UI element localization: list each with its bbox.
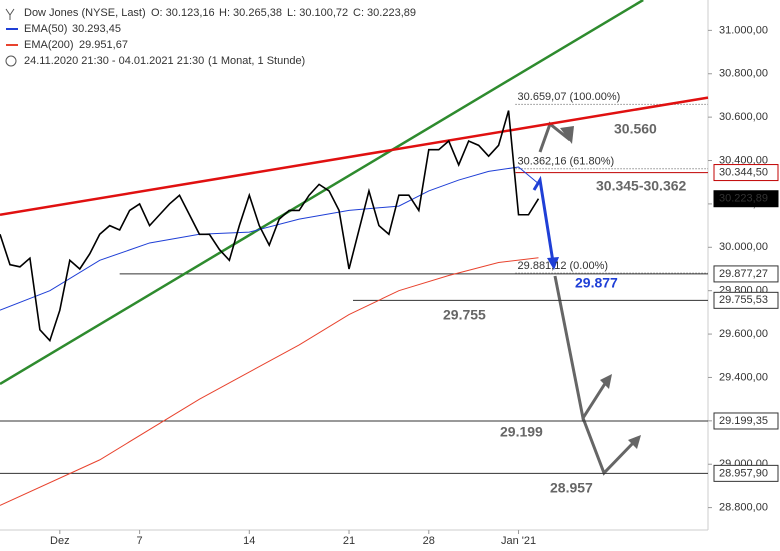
icon — [5, 8, 15, 20]
fib-label: 29.881,12 (0.00%) — [518, 260, 609, 272]
price-tag-label: 30.223,89 — [719, 193, 768, 205]
legend-value: 29.951,67 — [79, 39, 128, 51]
arrow-head — [560, 126, 574, 144]
fib-label: 30.659,07 (100.00%) — [518, 91, 621, 103]
y-tick-label: 30.400,00 — [719, 154, 768, 166]
y-tick-label: 31.000,00 — [719, 24, 768, 36]
ohlc-low: L: 30.100,72 — [287, 7, 348, 19]
price-tag-label: 28.957,90 — [719, 467, 768, 479]
y-tick-label: 30.800,00 — [719, 68, 768, 80]
instrument: Dow Jones (NYSE, Last) — [24, 7, 146, 19]
x-tick-label: Dez — [50, 535, 70, 547]
arrow-head — [628, 435, 641, 449]
x-tick-label: 7 — [137, 535, 143, 547]
date-range: 24.11.2020 21:30 - 04.01.2021 21:30 — [24, 55, 204, 67]
y-tick-label: 28.800,00 — [719, 502, 768, 514]
trend-line — [0, 0, 644, 386]
y-tick-label: 29.400,00 — [719, 371, 768, 383]
price-tag — [713, 190, 779, 208]
legend-value: 30.293,45 — [72, 23, 121, 35]
annotation: 29.199 — [500, 424, 543, 440]
annotation: 30.345-30.362 — [596, 178, 687, 194]
price-tag — [713, 464, 779, 482]
fib-label: 30.362,16 (61.80%) — [518, 156, 615, 168]
y-tick-label: 29.600,00 — [719, 328, 768, 340]
icon — [5, 55, 17, 67]
annotation: 29.755 — [443, 307, 486, 323]
x-tick-label: Jan '21 — [501, 535, 536, 547]
price-tag-label: 30.344,50 — [719, 166, 768, 178]
annotation: 30.560 — [614, 121, 657, 137]
x-tick-label: 14 — [243, 535, 255, 547]
arrow-head — [547, 257, 559, 270]
price-tag — [713, 265, 779, 283]
y-tick-label: 30.600,00 — [719, 111, 768, 123]
price-tag — [713, 291, 779, 309]
legend-label: EMA(50) — [24, 23, 67, 35]
arrow-head — [600, 374, 612, 389]
legend: Dow Jones (NYSE, Last) O: 30.123,16 H: 3… — [5, 7, 416, 67]
price-tag-label: 29.199,35 — [719, 415, 768, 427]
legend-label: EMA(200) — [24, 39, 74, 51]
price-tag-label: 29.755,53 — [719, 294, 768, 306]
ohlc-high: H: 30.265,38 — [219, 7, 282, 19]
annotation: 29.877 — [575, 275, 618, 291]
interval: (1 Monat, 1 Stunde) — [208, 55, 305, 67]
price-tag-label: 29.877,27 — [719, 268, 768, 280]
annotation: 28.957 — [550, 480, 593, 496]
series-line — [0, 110, 540, 343]
price-tag — [713, 164, 779, 182]
x-tick-label: 28 — [423, 535, 435, 547]
ohlc-close: C: 30.223,89 — [353, 7, 416, 19]
arrow — [532, 175, 555, 263]
series-line — [0, 257, 539, 506]
series-line — [0, 166, 539, 311]
y-tick-label: 30.000,00 — [719, 241, 768, 253]
x-tick-label: 21 — [343, 535, 355, 547]
price-tag — [713, 412, 779, 430]
ohlc-open: O: 30.123,16 — [151, 7, 215, 19]
trend-line — [0, 96, 709, 216]
